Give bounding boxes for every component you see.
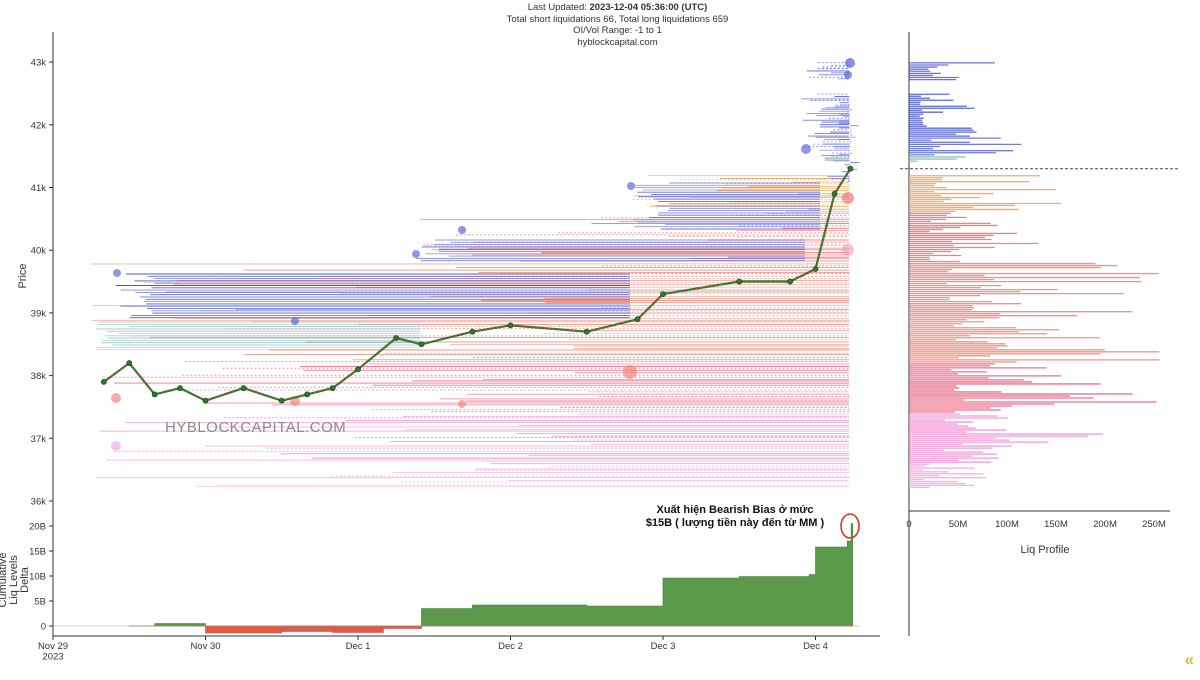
liq-level-dot (623, 365, 637, 379)
price-point (126, 360, 133, 366)
price-point (355, 366, 361, 373)
liquidation-levels-heatmap (90, 58, 860, 488)
annotation-line-1: Xuất hiện Bearish Bias ở mức (656, 504, 813, 516)
liq-profile-bars (909, 62, 1160, 488)
delta-axis-label: Delta (19, 566, 31, 593)
x-tick-label: Nov 29 (38, 641, 68, 652)
x-tick-label: Dec 3 (651, 641, 676, 652)
liq-level-dot (111, 393, 121, 403)
delta-y-tick-label: 10B (29, 572, 46, 583)
last-updated: Last Updated: 2023-12-04 05:36:00 (UTC) (0, 2, 1200, 14)
price-point (240, 385, 247, 392)
liq-level-dot (801, 144, 811, 154)
site-url[interactable]: hyblockcapital.com (577, 36, 658, 48)
last-updated-label: Last Updated: (527, 2, 587, 13)
delta-y-tick-label: 5B (34, 597, 46, 608)
price-y-tick-label: 39k (31, 308, 47, 319)
price-point (787, 278, 793, 285)
profile-x-tick-label: 0 (906, 519, 911, 530)
chart-axes: 36k 37k 38k 39k 40k 41k 42k 43k Price 0 5B 10B 15B 20… (0, 32, 1170, 663)
price-y-tick-label: 38k (31, 371, 47, 382)
watermark: HYBLOCKCAPITAL.COM (165, 419, 346, 436)
price-y-tick-label: 37k (31, 434, 47, 445)
delta-axis-label: Cumulative (0, 552, 9, 607)
price-point (634, 316, 641, 323)
price-point (507, 322, 514, 329)
price-point (583, 328, 590, 335)
liq-level-dot (458, 400, 466, 408)
price-point (329, 385, 336, 392)
profile-x-tick-label: 250M (1142, 519, 1166, 530)
liq-level-dot (111, 441, 121, 451)
liq-level-dot (844, 71, 852, 79)
x-tick-label: Nov 30 (190, 641, 220, 652)
profile-x-tick-label: 200M (1093, 519, 1117, 530)
liq-level-dot (412, 250, 420, 258)
price-point (847, 165, 854, 172)
price-point (812, 266, 819, 272)
annotation-line-2: $15B ( lượng tiền này đến từ MM ) (646, 517, 825, 529)
x-tick-label: 2023 (42, 652, 63, 663)
chart-header: Last Updated: 2023-12-04 05:36:00 (UTC) … (0, 2, 1200, 48)
price-point (393, 335, 400, 341)
liq-level-dot (291, 317, 299, 325)
price-point (418, 341, 425, 348)
liquidation-totals: Total short liquidations 66, Total long … (506, 13, 729, 25)
x-tick-label: Dec 1 (346, 641, 371, 652)
price-point (151, 391, 158, 398)
liq-level-dot (113, 269, 121, 277)
price-point (736, 278, 743, 285)
liq-level-dot (842, 244, 854, 256)
price-y-tick-label: 43k (31, 58, 47, 69)
price-y-tick-label: 41k (31, 183, 47, 194)
delta-y-tick-label: 0 (41, 622, 46, 633)
delta-y-tick-label: 20B (29, 522, 46, 533)
price-point (100, 378, 107, 385)
profile-x-tick-label: 150M (1044, 519, 1068, 530)
highlight-circle (840, 513, 860, 539)
profile-axis-label: Liq Profile (1021, 544, 1070, 556)
price-axis-label: Price (17, 263, 29, 288)
liq-level-dot (627, 182, 635, 190)
delta-axis-label: Liq Levels (8, 555, 20, 605)
price-line (103, 168, 852, 402)
price-y-tick-label: 42k (31, 120, 47, 131)
x-tick-label: Dec 4 (803, 641, 828, 652)
collapse-icon[interactable]: « (1184, 650, 1194, 669)
oi-vol-range: OI/Vol Range: -1 to 1 (573, 25, 662, 36)
liq-level-dot (458, 226, 466, 234)
price-point (177, 385, 183, 392)
price-y-tick-label: 40k (31, 246, 47, 257)
price-series (100, 165, 1180, 404)
price-point (469, 328, 476, 335)
last-updated-value: 2023-12-04 05:36:00 (UTC) (589, 2, 708, 13)
price-point (660, 291, 666, 297)
delta-positive-area (129, 523, 853, 627)
liq-level-dot (842, 192, 854, 204)
price-point (304, 391, 311, 398)
cumulative-delta-area (53, 523, 860, 634)
price-y-tick-label: 36k (31, 497, 47, 508)
profile-x-tick-label: 50M (949, 519, 968, 530)
price-point (202, 397, 209, 404)
price-point (278, 397, 285, 404)
price-point (831, 190, 838, 197)
liq-level-dot (845, 58, 855, 68)
delta-negative-area (129, 625, 853, 634)
x-tick-label: Dec 2 (498, 641, 523, 652)
profile-x-tick-label: 100M (995, 519, 1019, 530)
delta-y-tick-label: 15B (29, 547, 46, 558)
